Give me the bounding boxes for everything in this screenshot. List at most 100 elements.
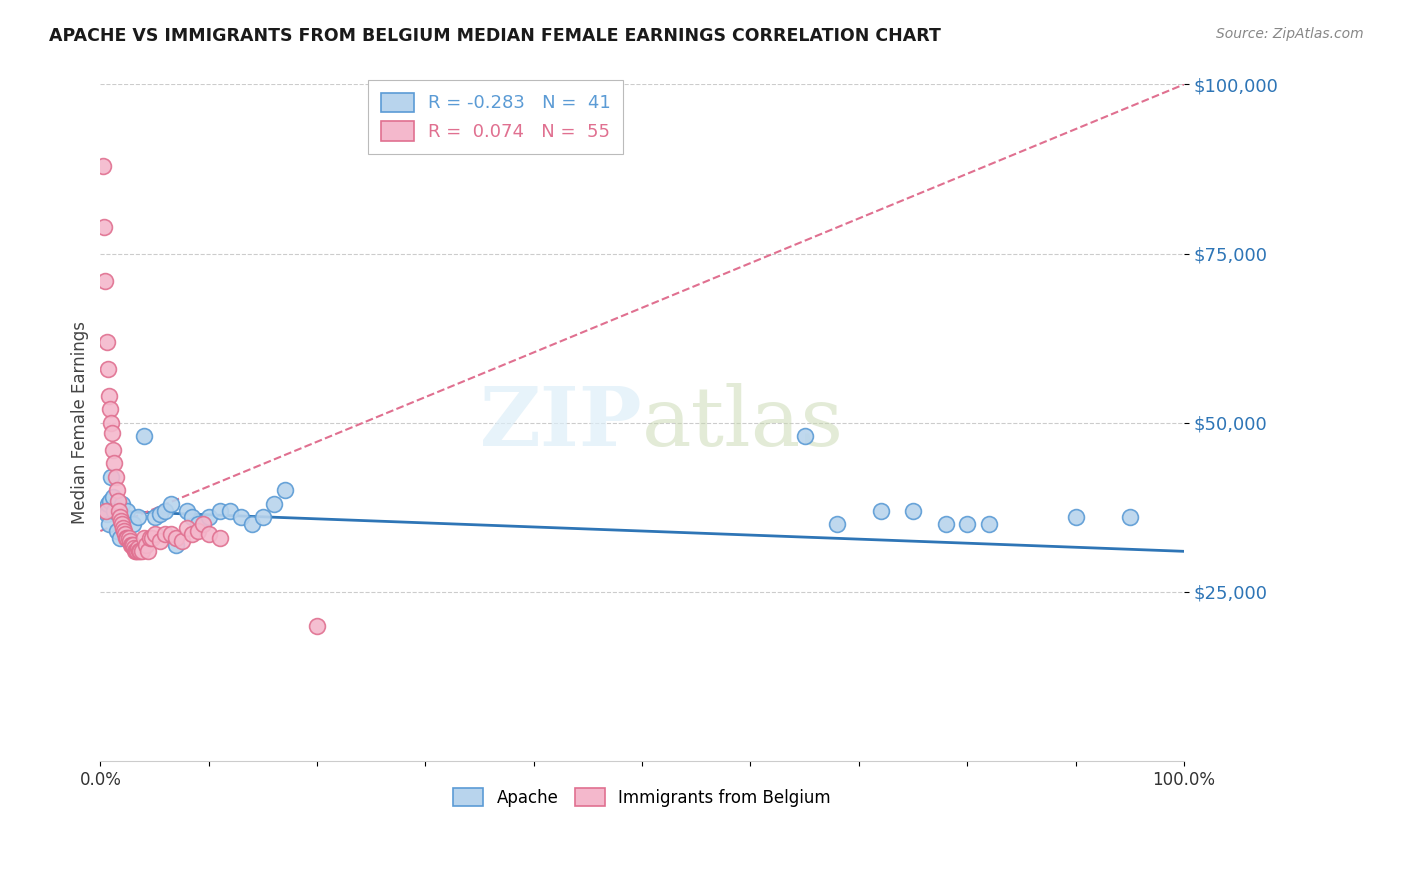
- Point: [131, 544, 153, 558]
- Point: [127, 510, 149, 524]
- Point: [181, 510, 204, 524]
- Point: [104, 470, 127, 484]
- Point: [94, 504, 117, 518]
- Point: [105, 483, 128, 498]
- Point: [105, 524, 128, 538]
- Point: [110, 514, 132, 528]
- Point: [1064, 510, 1087, 524]
- Point: [117, 531, 139, 545]
- Point: [956, 517, 979, 532]
- Point: [263, 497, 285, 511]
- Point: [181, 527, 204, 541]
- Point: [122, 541, 145, 555]
- Point: [101, 425, 124, 440]
- Point: [111, 517, 134, 532]
- Point: [935, 517, 957, 532]
- Point: [100, 416, 122, 430]
- Point: [112, 524, 135, 538]
- Point: [135, 537, 157, 551]
- Point: [111, 497, 134, 511]
- Point: [149, 534, 172, 549]
- Point: [165, 537, 187, 551]
- Point: [120, 537, 142, 551]
- Point: [159, 497, 181, 511]
- Point: [103, 504, 125, 518]
- Point: [231, 510, 253, 524]
- Point: [825, 517, 848, 532]
- Point: [143, 510, 166, 524]
- Point: [127, 544, 149, 558]
- Point: [901, 504, 924, 518]
- Point: [96, 334, 118, 349]
- Point: [793, 429, 815, 443]
- Point: [176, 521, 198, 535]
- Point: [103, 442, 125, 457]
- Point: [108, 510, 131, 524]
- Point: [155, 504, 177, 518]
- Point: [103, 490, 125, 504]
- Point: [176, 504, 198, 518]
- Point: [155, 527, 177, 541]
- Y-axis label: Median Female Earnings: Median Female Earnings: [72, 321, 89, 524]
- Point: [139, 531, 162, 545]
- Point: [165, 531, 187, 545]
- Point: [128, 544, 150, 558]
- Point: [97, 361, 120, 376]
- Point: [869, 504, 891, 518]
- Point: [240, 517, 263, 532]
- Point: [187, 524, 209, 538]
- Point: [208, 504, 231, 518]
- Point: [97, 497, 120, 511]
- Point: [121, 537, 143, 551]
- Point: [117, 531, 139, 545]
- Point: [197, 527, 219, 541]
- Point: [273, 483, 295, 498]
- Point: [193, 517, 215, 532]
- Point: [187, 517, 209, 532]
- Point: [91, 159, 114, 173]
- Point: [118, 534, 141, 549]
- Point: [112, 521, 135, 535]
- Point: [96, 507, 118, 521]
- Point: [103, 456, 125, 470]
- Point: [208, 531, 231, 545]
- Text: APACHE VS IMMIGRANTS FROM BELGIUM MEDIAN FEMALE EARNINGS CORRELATION CHART: APACHE VS IMMIGRANTS FROM BELGIUM MEDIAN…: [49, 27, 941, 45]
- Point: [124, 544, 146, 558]
- Point: [117, 504, 139, 518]
- Point: [107, 493, 129, 508]
- Point: [1119, 510, 1142, 524]
- Point: [98, 402, 121, 417]
- Legend: Apache, Immigrants from Belgium: Apache, Immigrants from Belgium: [447, 781, 838, 814]
- Text: Source: ZipAtlas.com: Source: ZipAtlas.com: [1216, 27, 1364, 41]
- Point: [94, 504, 117, 518]
- Point: [100, 470, 122, 484]
- Point: [121, 517, 143, 532]
- Point: [107, 504, 129, 518]
- Point: [170, 534, 193, 549]
- Point: [132, 429, 155, 443]
- Point: [143, 527, 166, 541]
- Point: [197, 510, 219, 524]
- Point: [159, 527, 181, 541]
- Point: [115, 531, 138, 545]
- Point: [114, 527, 136, 541]
- Point: [141, 531, 163, 545]
- Point: [149, 507, 172, 521]
- Point: [132, 531, 155, 545]
- Text: atlas: atlas: [643, 383, 844, 463]
- Point: [977, 517, 1000, 532]
- Text: ZIP: ZIP: [479, 383, 643, 463]
- Point: [108, 531, 131, 545]
- Point: [121, 537, 143, 551]
- Point: [112, 510, 135, 524]
- Point: [98, 493, 121, 508]
- Point: [98, 517, 121, 532]
- Point: [93, 219, 115, 234]
- Point: [129, 544, 152, 558]
- Point: [98, 389, 121, 403]
- Point: [125, 544, 148, 558]
- Point: [127, 541, 149, 555]
- Point: [136, 544, 159, 558]
- Point: [307, 619, 329, 633]
- Point: [219, 504, 242, 518]
